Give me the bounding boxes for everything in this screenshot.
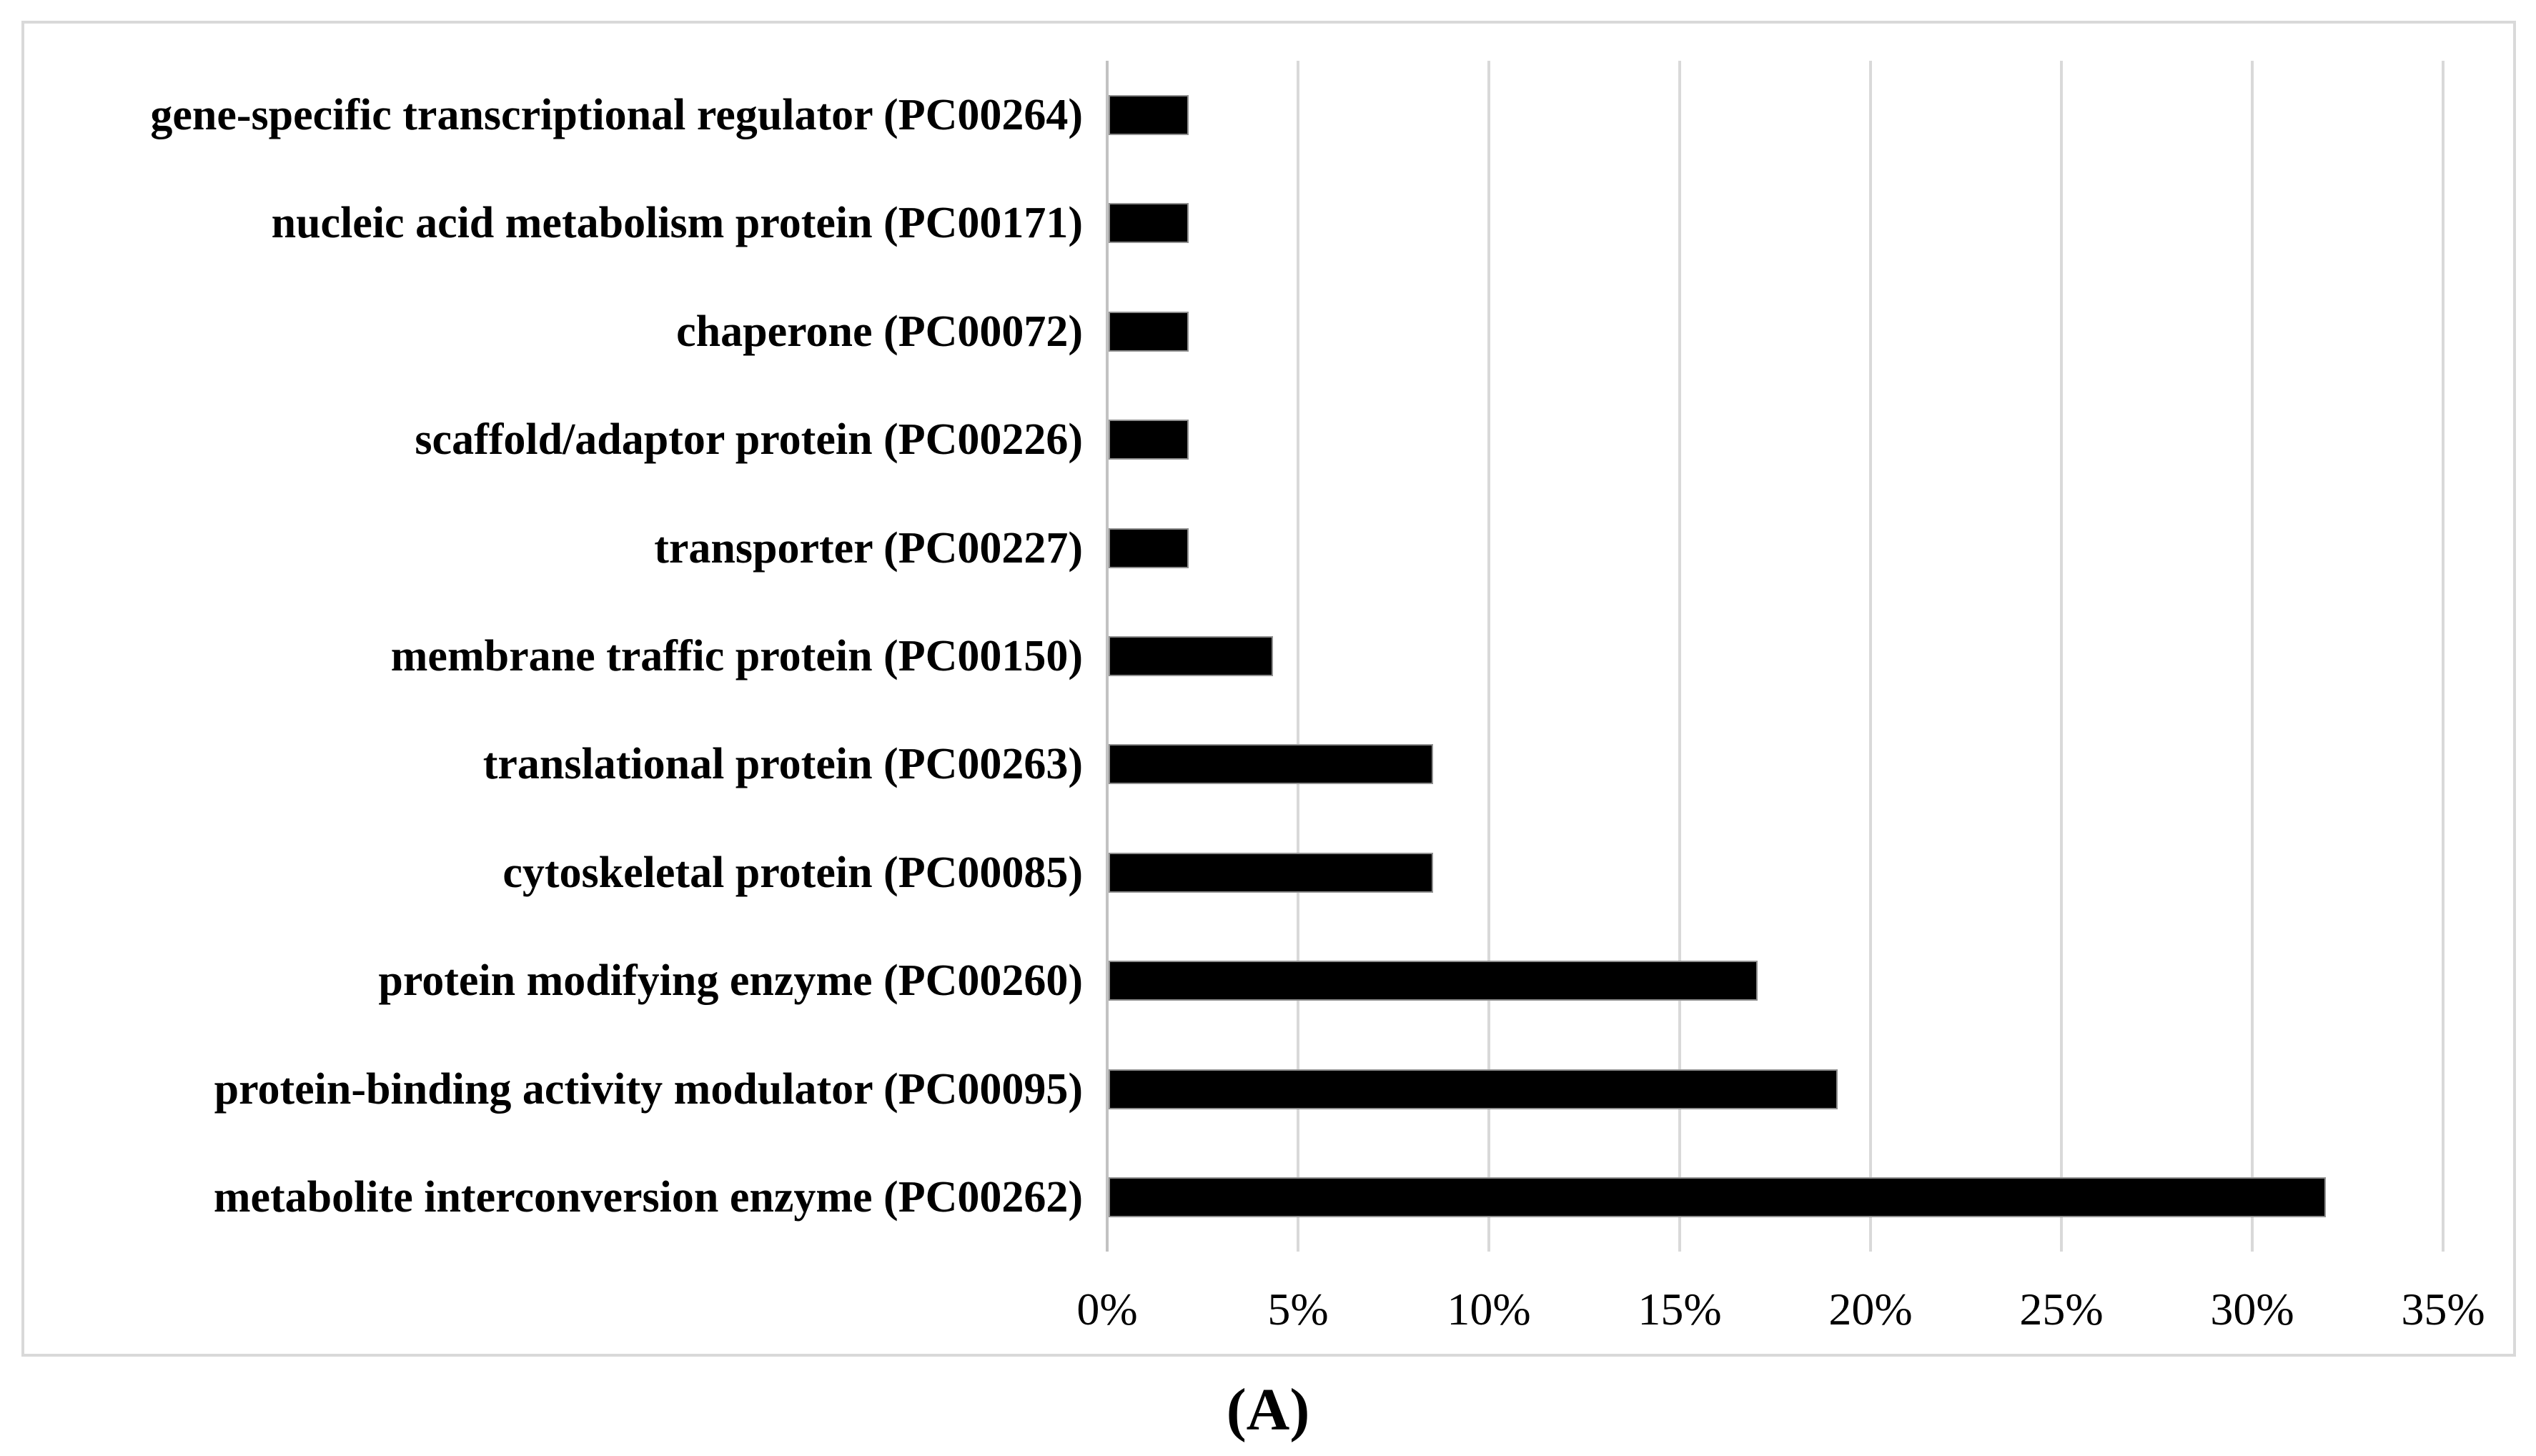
x-tick-label: 25% bbox=[2019, 1284, 2104, 1334]
chart-area bbox=[21, 21, 2516, 1357]
x-tick-label: 30% bbox=[2210, 1284, 2294, 1334]
category-label: gene-specific transcriptional regulator … bbox=[150, 90, 1083, 139]
x-tick-label: 10% bbox=[1447, 1284, 1531, 1334]
category-label: nucleic acid metabolism protein (PC00171… bbox=[271, 199, 1083, 248]
category-label: metabolite interconversion enzyme (PC002… bbox=[213, 1173, 1083, 1222]
x-tick-label: 0% bbox=[1076, 1284, 1138, 1334]
x-tick-label: 35% bbox=[2401, 1284, 2485, 1334]
bar bbox=[1109, 420, 1189, 460]
category-label: protein modifying enzyme (PC00260) bbox=[378, 956, 1083, 1006]
bar bbox=[1109, 961, 1758, 1001]
category-label: protein-binding activity modulator (PC00… bbox=[214, 1064, 1083, 1114]
category-label: chaperone (PC00072) bbox=[676, 307, 1083, 356]
gridline bbox=[1487, 61, 1490, 1252]
category-label: membrane traffic protein (PC00150) bbox=[390, 632, 1083, 680]
category-label: cytoskeletal protein (PC00085) bbox=[502, 848, 1083, 897]
bar bbox=[1109, 1177, 2326, 1218]
bar bbox=[1109, 636, 1273, 676]
x-tick-label: 5% bbox=[1267, 1284, 1329, 1334]
x-tick-label: 15% bbox=[1638, 1284, 1722, 1334]
gridline bbox=[2442, 61, 2445, 1252]
bar bbox=[1109, 1069, 1838, 1109]
category-label: translational protein (PC00263) bbox=[482, 740, 1083, 789]
bar bbox=[1109, 203, 1189, 244]
bar bbox=[1109, 528, 1189, 568]
panel-label: (A) bbox=[1226, 1377, 1310, 1443]
bar bbox=[1109, 311, 1189, 352]
gridline bbox=[2251, 61, 2254, 1252]
bar bbox=[1109, 744, 1433, 785]
gridline bbox=[1297, 61, 1299, 1252]
gridline bbox=[1869, 61, 1872, 1252]
bar bbox=[1109, 94, 1189, 135]
category-axis-line bbox=[1106, 61, 1109, 1252]
x-tick-label: 20% bbox=[1828, 1284, 1913, 1334]
category-label: transporter (PC00227) bbox=[654, 523, 1083, 573]
gridline bbox=[1678, 61, 1681, 1252]
gridline bbox=[2060, 61, 2063, 1252]
bar bbox=[1109, 852, 1433, 893]
category-label: scaffold/adaptor protein (PC00226) bbox=[415, 415, 1083, 465]
